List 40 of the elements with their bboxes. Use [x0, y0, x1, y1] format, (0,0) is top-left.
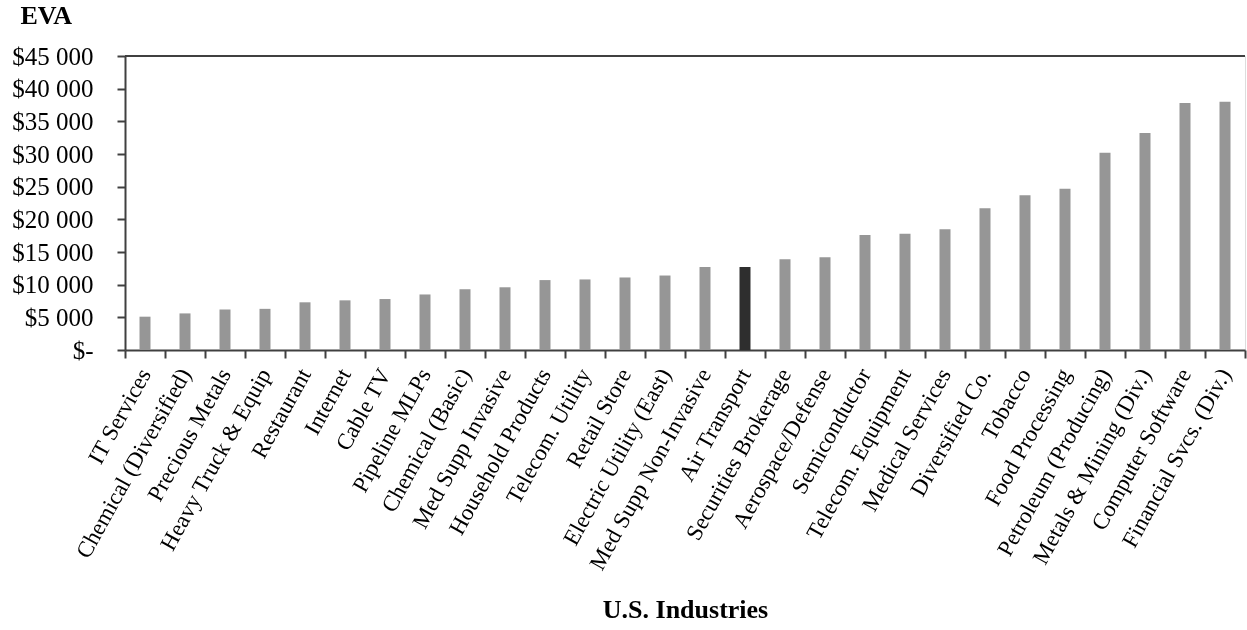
y-tick-label: $30 000 [12, 140, 94, 168]
bar [339, 300, 351, 350]
y-tick-label: $35 000 [12, 107, 94, 135]
bar [379, 299, 391, 350]
y-tick-label: $5 000 [24, 303, 94, 331]
bar [259, 308, 271, 350]
bar [979, 208, 991, 350]
y-tick-label: $45 000 [12, 42, 94, 70]
bar [459, 289, 471, 350]
bar [499, 287, 511, 350]
bar [1019, 195, 1031, 350]
bar [859, 235, 871, 350]
x-axis-title: U.S. Industries [602, 594, 769, 624]
bar [819, 257, 831, 350]
bar [699, 267, 711, 350]
y-tick-label: $- [72, 336, 94, 364]
bar [779, 259, 791, 350]
bar [579, 279, 591, 350]
y-tick-label: $20 000 [12, 205, 94, 233]
bar [939, 229, 951, 350]
bar [1099, 152, 1111, 350]
y-tick-label: $10 000 [12, 271, 94, 299]
bar [219, 309, 231, 350]
y-tick-label: $15 000 [12, 238, 94, 266]
bar [739, 267, 751, 350]
bar [299, 302, 311, 350]
bar [1179, 103, 1191, 350]
y-tick-label: $25 000 [12, 173, 94, 201]
bar [1139, 133, 1151, 350]
bar [1219, 101, 1231, 350]
bar [1059, 188, 1071, 350]
y-axis-title: EVA [20, 0, 73, 30]
bar [419, 294, 431, 350]
bar [659, 275, 671, 350]
bar [619, 277, 631, 350]
bar [139, 316, 151, 350]
bar [179, 313, 191, 350]
y-tick-label: $40 000 [12, 75, 94, 103]
bar [539, 280, 551, 350]
bar [899, 233, 911, 350]
